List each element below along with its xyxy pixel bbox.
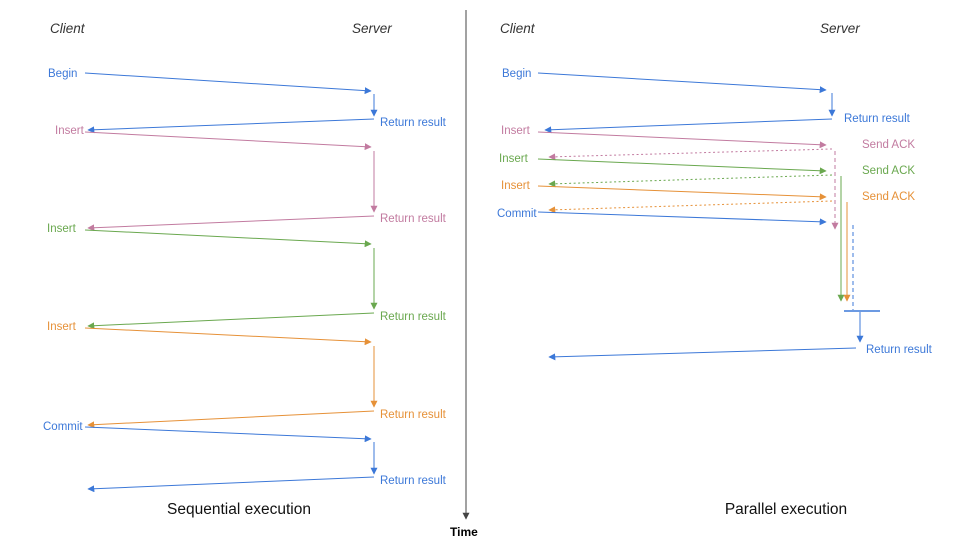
- seq-insert2-return-label: Return result: [380, 311, 447, 323]
- seq-insert3-return-label: Return result: [380, 409, 447, 421]
- par-begin-send-arrow: [537, 72, 827, 94]
- par-commit-label: Commit: [497, 208, 537, 220]
- sequential-panel: Client Server Begin Return result Insert…: [43, 21, 447, 518]
- seq-begin-message: Begin Return result: [48, 68, 447, 134]
- par-insert3-send-arrow: [537, 185, 827, 201]
- par-insert2-label: Insert: [499, 153, 529, 165]
- sequential-client-label: Client: [50, 21, 86, 36]
- seq-begin-label: Begin: [48, 68, 77, 80]
- seq-insert3-message: Insert Return result: [47, 321, 447, 429]
- par-begin-return-label: Return result: [844, 113, 911, 125]
- par-insert2-message: Insert Send ACK: [499, 153, 915, 302]
- parallel-client-label: Client: [500, 21, 536, 36]
- par-insert3-label: Insert: [501, 180, 531, 192]
- time-axis-label: Time: [450, 525, 478, 539]
- seq-commit-return-arrow: [87, 476, 375, 493]
- par-commit-return-arrow: [548, 347, 857, 361]
- seq-insert1-message: Insert Return result: [55, 125, 447, 232]
- par-insert1-send-arrow: [537, 131, 827, 149]
- seq-commit-label: Commit: [43, 421, 83, 433]
- seq-begin-return-arrow: [87, 118, 375, 134]
- par-insert3-ack-arrow: [548, 200, 833, 214]
- seq-begin-send-arrow: [84, 72, 372, 95]
- seq-commit-send-arrow: [84, 426, 372, 443]
- seq-insert1-return-label: Return result: [380, 213, 447, 225]
- time-axis: Time: [450, 10, 478, 539]
- par-commit-send-arrow: [537, 211, 827, 226]
- par-insert2-ack-label: Send ACK: [862, 165, 915, 177]
- par-commit-return-label: Return result: [866, 344, 933, 356]
- seq-insert3-send-arrow: [84, 327, 372, 346]
- seq-insert1-label: Insert: [55, 125, 85, 137]
- par-insert2-ack-arrow: [548, 174, 833, 188]
- seq-insert3-label: Insert: [47, 321, 77, 333]
- par-insert3-message: Insert Send ACK: [501, 180, 915, 302]
- sequential-server-label: Server: [352, 21, 392, 36]
- seq-insert3-return-arrow: [87, 410, 375, 429]
- parallel-server-label: Server: [820, 21, 860, 36]
- par-insert1-ack-label: Send ACK: [862, 139, 915, 151]
- par-begin-return-arrow: [544, 118, 833, 134]
- par-insert1-label: Insert: [501, 125, 531, 137]
- seq-commit-return-label: Return result: [380, 475, 447, 487]
- par-insert1-ack-arrow: [548, 148, 833, 161]
- seq-commit-message: Commit Return result: [43, 421, 447, 493]
- par-insert2-send-arrow: [537, 158, 827, 175]
- seq-begin-return-label: Return result: [380, 117, 447, 129]
- par-begin-label: Begin: [502, 68, 531, 80]
- seq-insert1-return-arrow: [87, 215, 375, 232]
- par-commit-message: Commit Return result: [497, 208, 933, 361]
- parallel-title: Parallel execution: [725, 501, 847, 518]
- parallel-panel: Client Server Begin Return result Insert…: [497, 21, 933, 518]
- seq-insert2-message: Insert Return result: [47, 223, 447, 330]
- sequential-title: Sequential execution: [167, 501, 311, 518]
- seq-insert2-return-arrow: [87, 312, 375, 330]
- par-insert1-message: Insert Send ACK: [501, 125, 915, 230]
- seq-insert2-label: Insert: [47, 223, 77, 235]
- par-begin-message: Begin Return result: [502, 68, 911, 134]
- seq-insert2-send-arrow: [84, 229, 372, 248]
- par-insert3-ack-label: Send ACK: [862, 191, 915, 203]
- seq-insert1-send-arrow: [84, 131, 372, 151]
